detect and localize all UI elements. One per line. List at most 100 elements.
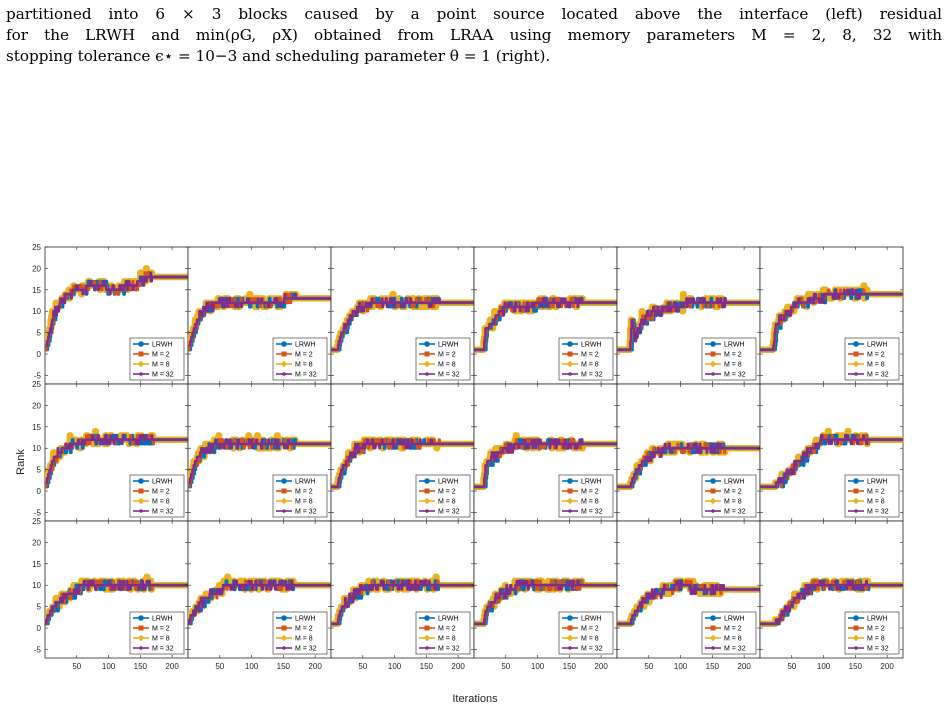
- legend-label: LRWH: [724, 342, 744, 349]
- legend-marker: [567, 625, 573, 631]
- panel-r2-c5: LRWH M = 2 M = 8 M = 32: [616, 383, 761, 522]
- legend-label: M = 8: [152, 499, 170, 506]
- legend-marker: [853, 351, 859, 357]
- series-line-m32: [617, 297, 760, 351]
- legend-label: M = 8: [867, 636, 885, 643]
- legend-marker: [853, 615, 859, 621]
- legend-label: M = 32: [581, 372, 603, 379]
- panel-r1-c4: LRWH M = 2 M = 8 M = 32: [473, 246, 618, 385]
- legend-label: LRWH: [581, 616, 601, 623]
- legend-label: LRWH: [295, 479, 315, 486]
- series-line-m32: [474, 438, 617, 488]
- legend-marker: [425, 372, 429, 376]
- series-line-m32: [45, 579, 188, 625]
- legend-marker: [424, 478, 430, 484]
- series-line-m32: [760, 579, 903, 625]
- legend-label: M = 32: [295, 372, 317, 379]
- legend-marker: [280, 634, 288, 642]
- panel-r2-c3: LRWH M = 2 M = 8 M = 32: [330, 383, 475, 522]
- legend: LRWH M = 2 M = 8 M = 32: [701, 611, 757, 655]
- legend-marker: [709, 360, 717, 368]
- caption-line-3: stopping tolerance ϵ⋆ = 10−3 and schedul…: [6, 47, 551, 65]
- legend-label: M = 2: [581, 489, 599, 496]
- legend-marker: [566, 497, 574, 505]
- panel-r1-c2: LRWH M = 2 M = 8 M = 32: [187, 246, 332, 385]
- panel-r2-c6: LRWH M = 2 M = 8 M = 32: [759, 383, 904, 522]
- legend-marker: [282, 509, 286, 513]
- legend-label: M = 2: [581, 352, 599, 359]
- caption-line-2: for the LRWH and min(ρG, ρX) obtained fr…: [6, 26, 942, 44]
- legend-marker: [852, 360, 860, 368]
- x-tick-label: 200: [594, 662, 608, 671]
- x-tick-label: 100: [817, 662, 831, 671]
- legend-marker: [424, 351, 430, 357]
- legend: LRWH M = 2 M = 8 M = 32: [272, 337, 328, 381]
- legend-label: M = 32: [867, 509, 889, 516]
- legend-marker: [137, 497, 145, 505]
- y-tick-label: 10: [32, 581, 41, 590]
- legend-marker: [138, 615, 144, 621]
- legend: LRWH M = 2 M = 8 M = 32: [129, 611, 185, 655]
- legend: LRWH M = 2 M = 8 M = 32: [701, 474, 757, 518]
- legend-marker: [710, 625, 716, 631]
- legend-marker: [424, 341, 430, 347]
- legend-marker: [853, 625, 859, 631]
- legend-marker: [281, 341, 287, 347]
- x-tick-label: 200: [451, 662, 465, 671]
- legend-label: M = 2: [295, 626, 313, 633]
- legend-label: LRWH: [724, 616, 744, 623]
- legend-marker: [281, 488, 287, 494]
- series-line-m32: [617, 579, 760, 625]
- x-tick-label: 50: [787, 662, 796, 671]
- legend-label: M = 32: [867, 372, 889, 379]
- y-tick-label: 20: [32, 401, 41, 410]
- x-tick-label: 50: [644, 662, 653, 671]
- legend-marker: [711, 646, 715, 650]
- y-axis-label: Rank: [15, 449, 27, 475]
- legend: LRWH M = 2 M = 8 M = 32: [558, 611, 614, 655]
- legend-marker: [568, 509, 572, 513]
- y-tick-label: 20: [32, 538, 41, 547]
- legend: LRWH M = 2 M = 8 M = 32: [415, 611, 471, 655]
- legend-marker: [423, 497, 431, 505]
- legend-label: M = 2: [438, 489, 456, 496]
- legend-marker: [853, 488, 859, 494]
- legend: LRWH M = 2 M = 8 M = 32: [558, 337, 614, 381]
- y-tick-label: 5: [37, 603, 42, 612]
- legend-label: M = 32: [295, 509, 317, 516]
- legend-marker: [138, 488, 144, 494]
- legend-label: M = 32: [724, 509, 746, 516]
- legend-label: LRWH: [581, 342, 601, 349]
- legend-marker: [138, 625, 144, 631]
- y-tick-label: 10: [32, 444, 41, 453]
- legend-label: M = 2: [724, 489, 742, 496]
- legend-marker: [281, 615, 287, 621]
- legend-marker: [139, 372, 143, 376]
- legend-label: M = 32: [581, 646, 603, 653]
- legend-marker: [567, 615, 573, 621]
- legend-label: M = 8: [724, 499, 742, 506]
- legend-marker: [566, 634, 574, 642]
- y-tick-label: 25: [32, 380, 41, 389]
- legend-label: M = 2: [152, 626, 170, 633]
- legend-marker: [138, 341, 144, 347]
- y-tick-label: 0: [37, 624, 42, 633]
- legend-label: M = 8: [295, 499, 313, 506]
- series-line-m32: [188, 579, 331, 625]
- legend-label: M = 8: [438, 362, 456, 369]
- panel-r3-c6: 50 100 150 200 LRWH M = 2 M = 8 M = 32: [759, 520, 904, 671]
- legend-marker: [280, 360, 288, 368]
- legend-label: M = 8: [295, 636, 313, 643]
- legend-marker: [423, 634, 431, 642]
- y-tick-label: 5: [37, 466, 42, 475]
- series-line-m32: [474, 579, 617, 625]
- legend-marker: [138, 478, 144, 484]
- legend-label: M = 8: [581, 636, 599, 643]
- legend-marker: [854, 509, 858, 513]
- legend-marker: [853, 341, 859, 347]
- series-line-m32: [45, 434, 188, 484]
- legend-marker: [424, 488, 430, 494]
- x-tick-label: 100: [531, 662, 545, 671]
- legend-label: M = 2: [867, 489, 885, 496]
- legend-label: M = 8: [295, 362, 313, 369]
